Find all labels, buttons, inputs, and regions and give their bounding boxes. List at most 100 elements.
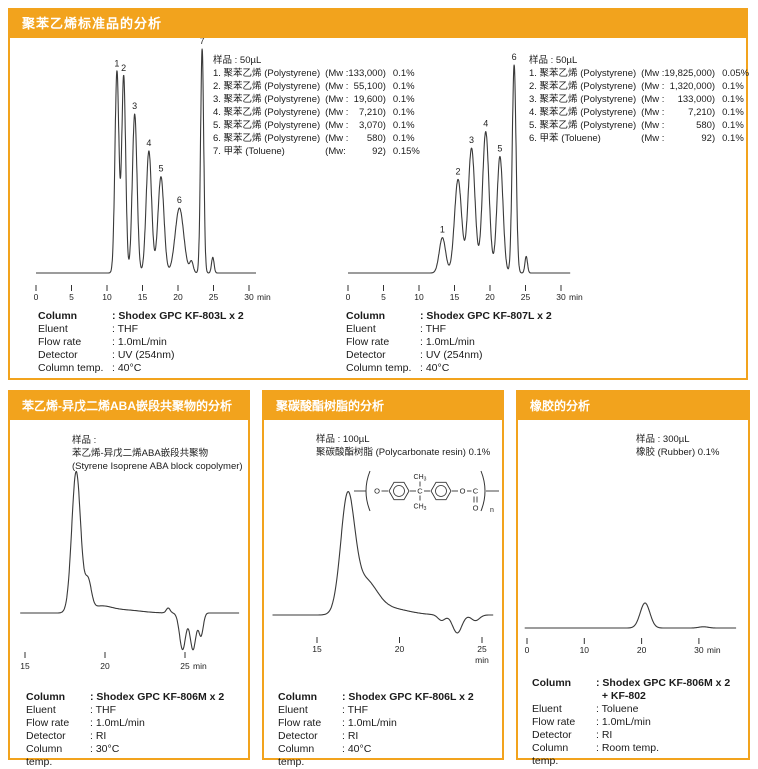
legend-mw-prefix: (Mw :	[325, 133, 349, 144]
condition-value: : 40°C	[112, 362, 142, 374]
legend-row: 6. 甲苯 (Toluene) (Mw : 92) 0.1%	[529, 132, 749, 145]
condition-label: Column	[38, 310, 78, 322]
condition-row: Column temp. : 40°C	[346, 362, 552, 375]
legend-concentration: 0.1%	[392, 120, 415, 131]
condition-value: : RI	[342, 730, 359, 742]
legend-concentration: 0.05%	[722, 68, 750, 79]
condition-row: Flow rate: 1.0mL/min	[26, 717, 224, 730]
condition-row: Flow rate : 1.0mL/min	[38, 336, 244, 349]
condition-row: Detector: UV (254nm)	[346, 349, 552, 362]
axis-tick-label: 0	[34, 292, 39, 302]
condition-row: Eluent: Toluene	[532, 703, 730, 716]
condition-value: : 1.0mL/min	[342, 717, 397, 729]
condition-label: Detector	[38, 349, 78, 361]
condition-row: Flow rate: 1.0mL/min	[278, 717, 474, 730]
axis-unit-label: min	[257, 292, 271, 302]
conditions-table-kf-803l: Column: Shodex GPC KF-803L x 2 Eluent: TH…	[38, 310, 244, 375]
condition-label: Column temp.	[346, 362, 412, 374]
legend-mw-value: 19,825,000)	[664, 68, 716, 79]
sample-line: 样品 :	[72, 435, 97, 446]
sample-legend-kf-807l: 样品 : 50µL 1. 聚苯乙烯 (Polystyrene) (Mw :19,82…	[529, 54, 749, 145]
legend-peak-name: 5. 聚苯乙烯 (Polystyrene)	[213, 120, 321, 131]
axis-tick-label: 20	[173, 292, 183, 302]
legend-row: 7. 甲苯 (Toluene) (Mw: 92) 0.15%	[213, 145, 420, 158]
legend-concentration: 0.15%	[392, 146, 420, 157]
chromatogram-trace	[20, 470, 240, 651]
legend-concentration: 0.1%	[392, 68, 415, 79]
condition-row: Column: Shodex GPC KF-806M x 2	[26, 691, 224, 704]
axis-tick-label: 30	[694, 645, 704, 655]
axis-tick-label: 15	[450, 292, 460, 302]
legend-mw-prefix: (Mw :	[641, 107, 665, 118]
panel-aba-block-copolymer: 苯乙烯-异戊二烯ABA嵌段共聚物的分析 样品 : 苯乙烯-异戊二烯ABA嵌段共聚物…	[8, 390, 250, 768]
conditions-table-kf-807l: Column: Shodex GPC KF-807L x 2 Eluent: TH…	[346, 310, 552, 375]
peak-label: 2	[456, 166, 461, 176]
condition-label: Detector	[532, 729, 572, 741]
condition-row: Eluent: THF	[26, 704, 224, 717]
legend-peak-name: 2. 聚苯乙烯 (Polystyrene)	[213, 81, 321, 92]
panel-polycarbonate-resin: 聚碳酸酯树脂的分析 样品 : 100µL 聚碳酸酯树脂 (Polycarbonat…	[262, 390, 504, 768]
condition-label: Column	[26, 691, 66, 703]
condition-label: Detector	[278, 730, 318, 742]
condition-label: Detector	[26, 730, 66, 742]
condition-label: Flow rate	[346, 336, 390, 348]
peak-label: 5	[497, 144, 502, 154]
condition-label: Flow rate	[38, 336, 82, 348]
legend-mw-value: 19,600)	[353, 94, 386, 105]
axis-tick-label: 5	[69, 292, 74, 302]
axis-tick-label: 20	[395, 644, 405, 654]
condition-value: : 1.0mL/min	[596, 716, 651, 728]
legend-mw-value: 3,070)	[358, 120, 386, 131]
condition-row: Column temp. : 40°C	[38, 362, 244, 375]
peak-label: 4	[483, 119, 488, 129]
condition-label: Flow rate	[26, 717, 70, 729]
legend-peak-name: 6. 甲苯 (Toluene)	[529, 133, 601, 144]
axis-tick-label: 20	[100, 661, 110, 671]
condition-row: Column temp.: Room temp.	[532, 742, 730, 768]
legend-mw-prefix: (Mw :	[325, 94, 349, 105]
condition-row: Eluent: THF	[278, 704, 474, 717]
svg-text:n: n	[490, 507, 494, 514]
peak-label: 7	[200, 38, 205, 46]
condition-label: Column temp.	[38, 362, 104, 374]
svg-text:O: O	[460, 487, 466, 496]
svg-text:O: O	[473, 504, 479, 513]
sample-size-label: 样品 : 50µL	[529, 55, 578, 66]
condition-row: Flow rate: 1.0mL/min	[532, 716, 730, 729]
condition-value: : THF	[420, 323, 447, 335]
axis-tick-label: 20	[485, 292, 495, 302]
sample-line: 样品 : 300µL	[636, 434, 690, 445]
legend-concentration: 0.1%	[722, 94, 744, 105]
condition-value: : 40°C	[342, 743, 372, 755]
condition-label: Eluent	[346, 323, 376, 335]
legend-mw-prefix: (Mw :	[641, 81, 665, 92]
axis-tick-label: 25	[477, 644, 487, 654]
svg-text:C: C	[417, 487, 423, 496]
condition-row: Column: Shodex GPC KF-806L x 2	[278, 691, 474, 704]
chromatogram-kf-803l: 0 5 10 15 20 25 30 min 1 2 3 4 5 6 7	[34, 38, 271, 302]
legend-row: 2. 聚苯乙烯 (Polystyrene) (Mw : 55,100) 0.1%	[213, 80, 420, 93]
axis-tick-label: 25	[209, 292, 219, 302]
axis-tick-label: 5	[381, 292, 386, 302]
legend-mw-value: 7,210)	[358, 107, 386, 118]
panel-title-aba-block-copolymer: 苯乙烯-异戊二烯ABA嵌段共聚物的分析	[10, 392, 248, 420]
panel-title-polycarbonate-resin: 聚碳酸酯树脂的分析	[264, 392, 502, 420]
legend-peak-name: 3. 聚苯乙烯 (Polystyrene)	[529, 94, 637, 105]
legend-mw-prefix: (Mw :	[641, 68, 665, 79]
condition-row: Column temp.: 40°C	[278, 743, 474, 769]
condition-value: : THF	[112, 323, 139, 335]
condition-row: Column: Shodex GPC KF-806M x 2 + KF-802	[532, 677, 730, 703]
axis-tick-label: 20	[637, 645, 647, 655]
legend-mw-prefix: (Mw :	[641, 120, 665, 131]
condition-value: : 40°C	[420, 362, 450, 374]
condition-value: : 1.0mL/min	[112, 336, 167, 348]
sample-description: 样品 : 苯乙烯-异戊二烯ABA嵌段共聚物 (Styrene Isoprene AB…	[72, 434, 243, 473]
condition-row: Column temp.: 30°C	[26, 743, 224, 769]
axis-unit-label: min	[569, 292, 583, 302]
peak-legend-table: 1. 聚苯乙烯 (Polystyrene) (Mw :19,825,000) 0.0…	[529, 67, 749, 145]
legend-mw-prefix: (Mw :	[325, 120, 349, 131]
axis-tick-label: 30	[556, 292, 566, 302]
legend-row: 2. 聚苯乙烯 (Polystyrene) (Mw : 1,320,000) 0.1%	[529, 80, 749, 93]
sample-line: 聚碳酸酯树脂 (Polycarbonate resin) 0.1%	[316, 447, 491, 458]
